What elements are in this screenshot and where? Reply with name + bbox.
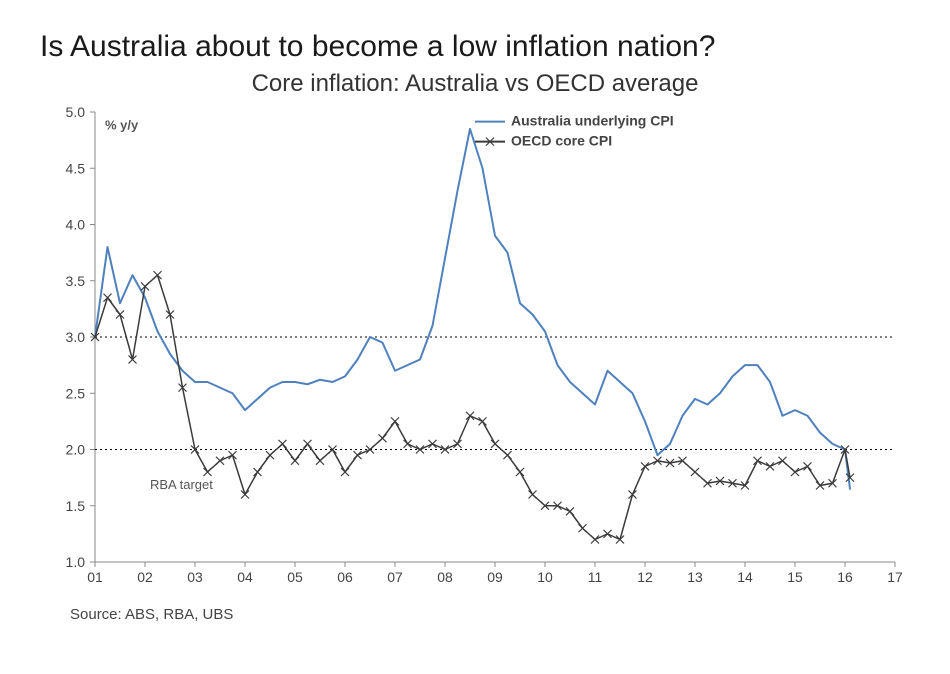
ytick-label: 4.0 [66, 217, 86, 233]
xtick-label: 12 [637, 569, 653, 585]
xtick-label: 15 [787, 569, 803, 585]
series-line [95, 129, 850, 489]
ytick-label: 2.0 [66, 442, 86, 458]
rba-target-label: RBA target [150, 477, 213, 492]
legend-label: Australia underlying CPI [511, 113, 674, 129]
ytick-label: 4.5 [66, 160, 86, 176]
xtick-label: 16 [837, 569, 853, 585]
xtick-label: 09 [487, 569, 503, 585]
ytick-label: 3.5 [66, 273, 86, 289]
ytick-label: 2.5 [66, 385, 86, 401]
xtick-label: 17 [887, 569, 903, 585]
xtick-label: 13 [687, 569, 703, 585]
legend-label: OECD core CPI [511, 133, 612, 149]
xtick-label: 02 [137, 569, 153, 585]
series-line [95, 275, 850, 539]
ytick-label: 1.0 [66, 554, 86, 570]
xtick-label: 14 [737, 569, 753, 585]
xtick-label: 03 [187, 569, 203, 585]
chart: 1.0 1.5 2.0 2.5 3.0 3.5 4.0 4.5 5.0 01 02 03 04 05 06 0… [35, 102, 915, 602]
xtick-label: 08 [437, 569, 453, 585]
chart-subtitle: Core inflation: Australia vs OECD averag… [30, 70, 920, 98]
ytick-label: 3.0 [66, 329, 86, 345]
y-unit-label: % y/y [105, 117, 139, 132]
xtick-label: 10 [537, 569, 553, 585]
page-title: Is Australia about to become a low infla… [40, 30, 920, 64]
xtick-label: 04 [237, 569, 253, 585]
xtick-label: 01 [87, 569, 103, 585]
xtick-label: 05 [287, 569, 303, 585]
xtick-label: 06 [337, 569, 353, 585]
source-line: Source: ABS, RBA, UBS [70, 606, 920, 623]
ytick-label: 5.0 [66, 104, 86, 120]
xtick-label: 11 [588, 569, 603, 585]
ytick-label: 1.5 [66, 498, 86, 514]
xtick-label: 07 [387, 569, 403, 585]
